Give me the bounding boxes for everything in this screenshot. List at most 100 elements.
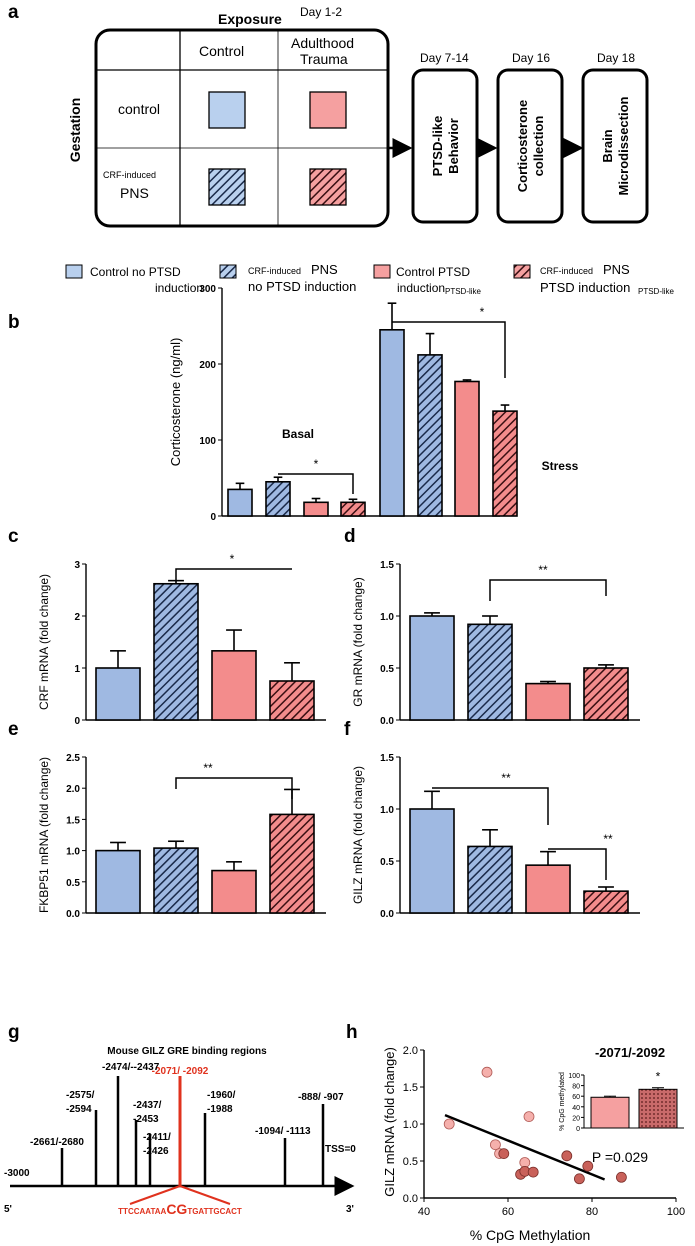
h-point-pns — [561, 1150, 573, 1162]
h-point-control — [523, 1111, 535, 1122]
legend-3-main: PNS — [603, 262, 630, 277]
d-sig-star: ** — [538, 563, 548, 577]
day-16: Day 16 — [512, 51, 550, 65]
day-7-14: Day 7-14 — [420, 51, 469, 65]
d-bar — [409, 615, 455, 721]
h-point-pns — [498, 1148, 510, 1159]
d-ytick-label: 1.0 — [380, 612, 394, 623]
e-ytick-label: 1.0 — [66, 847, 80, 858]
cell-control-control — [208, 91, 246, 129]
b-group-stress: Stress — [542, 459, 579, 473]
e-sig-bracket — [175, 777, 293, 799]
panel-label-g: g — [8, 1022, 20, 1043]
legend-2-sub: induction — [397, 281, 445, 295]
timeline-box-brain: Day 18 Brain Microdissection — [581, 51, 649, 224]
three-prime: 3' — [346, 1204, 354, 1215]
e-ytick-label: 2.5 — [66, 753, 80, 764]
box-cort-line-2: collection — [531, 116, 546, 177]
f-ytick-label: 0.0 — [380, 909, 394, 920]
exposure-header: Exposure — [218, 11, 282, 27]
h-p-value: P =0.029 — [592, 1149, 648, 1165]
gre-site-label: -888/ -907 — [298, 1092, 344, 1103]
gre-site-label: -2411/ — [143, 1132, 171, 1143]
gre-site-label: -1960/ — [207, 1090, 236, 1101]
e-bar — [95, 849, 141, 914]
tss-label: TSS=0 — [325, 1144, 356, 1155]
panel-g-title: Mouse GILZ GRE binding regions — [107, 1046, 267, 1057]
c-sig-star: * — [230, 552, 235, 566]
f-1-sig-star: ** — [501, 771, 511, 785]
h-point-control — [481, 1066, 493, 1078]
h-inset-bar — [590, 1096, 630, 1129]
b-ytick-label: 300 — [199, 284, 216, 295]
b-stress-bar — [454, 380, 480, 517]
d-bar — [583, 667, 629, 721]
h-ytick-label: 1.0 — [403, 1119, 418, 1131]
gestation-label: Gestation — [67, 98, 83, 163]
h-ytick-label: 2.0 — [403, 1045, 418, 1057]
gre-site-label: -2437/ — [133, 1100, 162, 1111]
b-stress-bar — [417, 354, 443, 517]
panel-label-b: b — [8, 312, 20, 333]
h-ytick-label: 1.5 — [403, 1082, 418, 1094]
b-ytick-label: 200 — [199, 360, 216, 371]
row-pns-2: PNS — [120, 185, 149, 201]
d-sig-bracket — [489, 579, 607, 601]
b-y-label: Corticosterone (ng/ml) — [168, 338, 183, 467]
f-ytick-label: 1.5 — [380, 753, 394, 764]
col-trauma-1: Adulthood — [291, 35, 354, 51]
f-2-sig-star: ** — [603, 832, 613, 846]
timeline-box-behavior: Day 7-14 PTSD-like Behavior — [411, 51, 479, 224]
legend-1-sub: no PTSD induction — [248, 279, 356, 294]
legend-swatch-pns-ptsd — [513, 264, 531, 279]
f-ytick-label: 0.5 — [380, 857, 394, 868]
red-fan-left — [129, 1185, 181, 1205]
legend-1-main: PNS — [311, 262, 338, 277]
h-y-label: GILZ mRNA (fold change) — [382, 1047, 397, 1197]
h-point-pns — [616, 1171, 627, 1183]
h-inset-title: -2071/-2092 — [595, 1045, 665, 1060]
b-basal-bar — [265, 480, 291, 517]
start-label: -3000 — [4, 1168, 30, 1179]
legend-swatch-ptsd — [373, 264, 391, 279]
legend-1-pre: CRF-induced — [248, 266, 301, 276]
legend-0-sub: induction — [155, 281, 203, 295]
box-cort-line-1: Corticosterone — [515, 100, 530, 192]
h-inset-ytick-label: 20 — [572, 1115, 580, 1122]
d-bar — [525, 682, 571, 721]
day-18: Day 18 — [597, 51, 635, 65]
b-basal-bar — [340, 501, 366, 517]
h-inset-ytick-label: 60 — [572, 1094, 580, 1101]
h-inset-ytick-label: 0 — [576, 1126, 580, 1133]
e-ytick-label: 0.0 — [66, 909, 80, 920]
c-bar — [153, 582, 199, 721]
h-inset-ytick-label: 100 — [568, 1073, 580, 1080]
h-inset-ytick-label: 80 — [572, 1084, 580, 1091]
gre-site-label: -2453 — [133, 1114, 159, 1125]
f-bar — [467, 845, 513, 914]
b-basal-bar — [227, 488, 253, 517]
panel-label-h: h — [346, 1022, 358, 1043]
c-ytick-label: 1 — [74, 664, 80, 675]
cell-pns-control — [208, 168, 246, 206]
d-ytick-label: 0.0 — [380, 716, 394, 727]
box-behavior-line-1: PTSD-like — [430, 116, 445, 177]
f-bar — [583, 890, 629, 914]
c-ytick-label: 3 — [74, 560, 80, 571]
panel-label-a: a — [8, 2, 19, 23]
h-point-pns — [527, 1166, 539, 1178]
panel-d-chart: d 0.0 0.5 1.0 1.5 GR mRNA (fold change) ** — [344, 526, 640, 727]
h-inset-y-label: % CpG methylated — [559, 1072, 566, 1131]
h-xtick-label: 60 — [502, 1206, 514, 1218]
gre-site-label: -1094/ -1113 — [255, 1126, 311, 1137]
h-ytick-label: 0.0 — [403, 1193, 418, 1205]
c-ytick-label: 2 — [74, 612, 80, 623]
legend-3-sub: PTSD induction — [540, 280, 630, 295]
seq-left: TTCCAATAA — [118, 1207, 166, 1216]
design-table — [94, 28, 390, 228]
h-ytick-label: 0.5 — [403, 1156, 418, 1168]
box-behavior-line-2: Behavior — [446, 118, 461, 174]
h-point-pns — [582, 1160, 594, 1172]
col-control: Control — [199, 43, 244, 59]
c-y-label: CRF mRNA (fold change) — [37, 574, 51, 710]
